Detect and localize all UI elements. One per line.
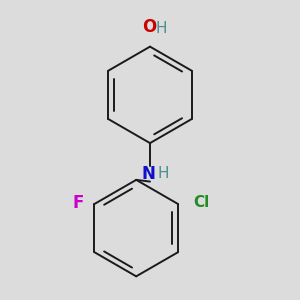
Text: Cl: Cl [193,195,209,210]
Text: H: H [156,21,167,36]
Text: N: N [142,164,156,182]
Text: O: O [142,18,156,36]
Text: H: H [158,166,169,181]
Text: F: F [73,194,84,212]
